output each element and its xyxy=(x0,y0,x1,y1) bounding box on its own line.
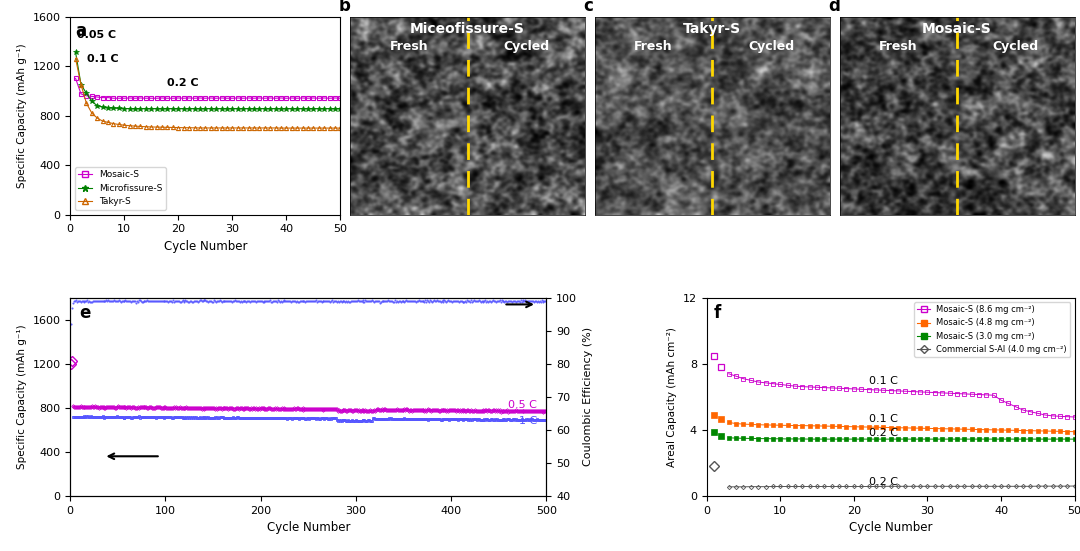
Text: 0.1 C: 0.1 C xyxy=(87,55,119,64)
Text: d: d xyxy=(828,0,840,14)
Text: 1 C: 1 C xyxy=(518,416,537,426)
Text: e: e xyxy=(80,304,91,322)
Text: Cycled: Cycled xyxy=(748,40,794,53)
Text: Mosaic-S: Mosaic-S xyxy=(922,23,993,36)
Text: Cycled: Cycled xyxy=(993,40,1039,53)
Text: Takyr-S: Takyr-S xyxy=(684,23,742,36)
Text: a: a xyxy=(76,23,86,40)
Legend: Mosaic-S (8.6 mg cm⁻²), Mosaic-S (4.8 mg cm⁻²), Mosaic-S (3.0 mg cm⁻²), Commerci: Mosaic-S (8.6 mg cm⁻²), Mosaic-S (4.8 mg… xyxy=(914,302,1070,357)
Text: 0.2 C: 0.2 C xyxy=(167,78,199,88)
Text: Fresh: Fresh xyxy=(634,40,673,53)
X-axis label: Cycle Number: Cycle Number xyxy=(849,521,932,534)
Text: 0.2 C: 0.2 C xyxy=(868,429,897,439)
Y-axis label: Specific Capacity (mAh g⁻¹): Specific Capacity (mAh g⁻¹) xyxy=(17,44,27,188)
Y-axis label: Specific Capacity (mAh g⁻¹): Specific Capacity (mAh g⁻¹) xyxy=(17,325,27,469)
Text: 0.05 C: 0.05 C xyxy=(77,30,116,40)
Legend: Mosaic-S, Microfissure-S, Takyr-S: Mosaic-S, Microfissure-S, Takyr-S xyxy=(75,167,166,210)
Text: Fresh: Fresh xyxy=(879,40,918,53)
Text: Fresh: Fresh xyxy=(390,40,429,53)
X-axis label: Cycle Number: Cycle Number xyxy=(267,521,350,534)
Text: 0.1 C: 0.1 C xyxy=(868,376,897,386)
Text: 0.2 C: 0.2 C xyxy=(868,477,897,487)
Text: f: f xyxy=(714,304,721,322)
Text: c: c xyxy=(583,0,593,14)
Text: Cycled: Cycled xyxy=(503,40,550,53)
X-axis label: Cycle Number: Cycle Number xyxy=(163,240,247,253)
Text: 0.1 C: 0.1 C xyxy=(868,414,897,424)
Y-axis label: Coulombic Efficiency (%): Coulombic Efficiency (%) xyxy=(582,327,593,466)
Text: Miceofissure-S: Miceofissure-S xyxy=(410,23,525,36)
Text: b: b xyxy=(338,0,350,14)
Y-axis label: Areal Capacity (mAh cm⁻²): Areal Capacity (mAh cm⁻²) xyxy=(667,327,677,467)
Text: 0.5 C: 0.5 C xyxy=(508,400,537,410)
